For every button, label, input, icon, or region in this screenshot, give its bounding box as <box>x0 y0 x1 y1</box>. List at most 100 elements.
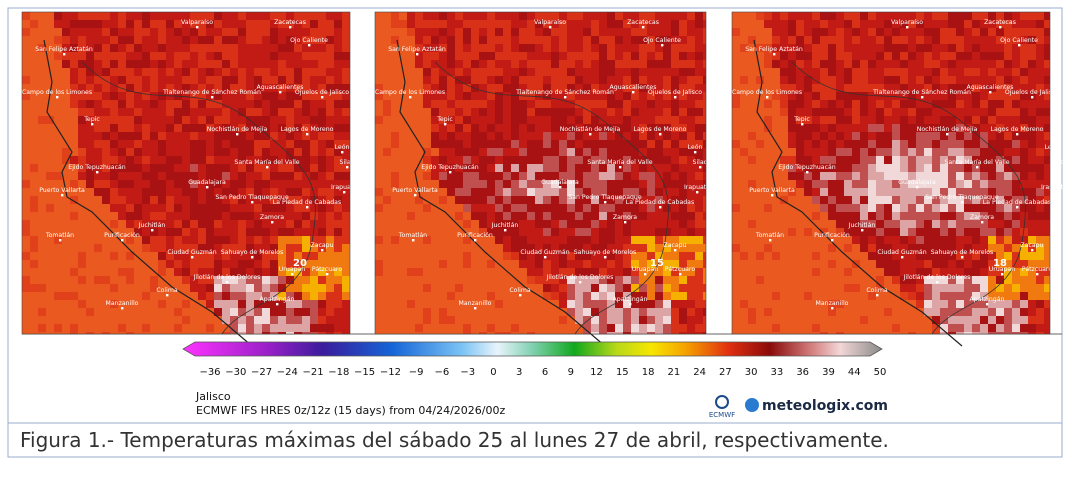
heat-cell <box>54 68 62 76</box>
heat-cell <box>86 292 94 300</box>
heat-cell <box>286 28 294 36</box>
heat-cell <box>860 124 868 132</box>
heat-cell <box>860 260 868 268</box>
heat-cell <box>567 44 575 52</box>
heat-cell <box>647 236 655 244</box>
heat-cell <box>583 292 591 300</box>
heat-cell <box>892 284 900 292</box>
heat-cell <box>302 244 310 252</box>
heat-cell <box>575 308 583 316</box>
heat-cell <box>399 132 407 140</box>
heat-cell <box>407 244 415 252</box>
heat-cell <box>463 172 471 180</box>
heat-cell <box>166 76 174 84</box>
heat-cell <box>262 220 270 228</box>
heat-cell <box>407 300 415 308</box>
heat-cell <box>286 276 294 284</box>
heat-cell <box>748 68 756 76</box>
heat-cell <box>679 220 687 228</box>
heat-cell <box>182 124 190 132</box>
heat-cell <box>876 52 884 60</box>
heat-cell <box>868 244 876 252</box>
heat-cell <box>487 244 495 252</box>
heat-cell <box>383 60 391 68</box>
heat-cell <box>270 276 278 284</box>
heat-cell <box>375 180 383 188</box>
heat-cell <box>294 276 302 284</box>
heat-cell <box>302 292 310 300</box>
heat-cell <box>94 324 102 332</box>
heat-cell <box>748 20 756 28</box>
heat-cell <box>812 188 820 196</box>
heat-cell <box>956 36 964 44</box>
heat-cell <box>996 76 1004 84</box>
heat-cell <box>551 148 559 156</box>
heat-cell <box>30 308 38 316</box>
heat-cell <box>884 260 892 268</box>
heat-cell <box>230 140 238 148</box>
heat-cell <box>206 76 214 84</box>
heat-cell <box>342 36 350 44</box>
heat-cell <box>407 68 415 76</box>
heat-cell <box>78 100 86 108</box>
heat-cell <box>804 260 812 268</box>
heat-cell <box>567 164 575 172</box>
place-label: Juchitlán <box>491 221 519 229</box>
heat-cell <box>102 212 110 220</box>
heat-cell <box>431 252 439 260</box>
heat-cell <box>471 292 479 300</box>
heat-cell <box>884 52 892 60</box>
heat-cell <box>246 236 254 244</box>
heat-cell <box>615 20 623 28</box>
heat-cell <box>804 60 812 68</box>
heat-cell <box>310 20 318 28</box>
heat-cell <box>110 148 118 156</box>
heat-cell <box>836 284 844 292</box>
heat-cell <box>868 76 876 84</box>
heat-cell <box>246 180 254 188</box>
heat-cell <box>575 52 583 60</box>
heat-cell <box>732 12 740 20</box>
heat-cell <box>383 212 391 220</box>
heat-cell <box>190 60 198 68</box>
heat-cell <box>102 28 110 36</box>
heat-cell <box>575 36 583 44</box>
heat-cell <box>980 228 988 236</box>
heat-cell <box>487 252 495 260</box>
heat-cell <box>166 68 174 76</box>
heat-cell <box>455 260 463 268</box>
heat-cell <box>78 324 86 332</box>
heat-cell <box>254 148 262 156</box>
heat-cell <box>174 236 182 244</box>
heat-cell <box>980 60 988 68</box>
heat-cell <box>206 292 214 300</box>
heat-cell <box>38 68 46 76</box>
heat-cell <box>884 100 892 108</box>
heat-cell <box>190 260 198 268</box>
heat-cell <box>222 12 230 20</box>
heat-cell <box>270 44 278 52</box>
heat-cell <box>615 92 623 100</box>
heat-cell <box>190 132 198 140</box>
place-dot <box>346 166 348 168</box>
heat-cell <box>852 124 860 132</box>
heat-cell <box>38 236 46 244</box>
heat-cell <box>1028 148 1036 156</box>
heat-cell <box>342 12 350 20</box>
heat-cell <box>908 108 916 116</box>
heat-cell <box>415 124 423 132</box>
heat-cell <box>916 188 924 196</box>
heat-cell <box>615 228 623 236</box>
heat-cell <box>270 52 278 60</box>
heat-cell <box>102 276 110 284</box>
heat-cell <box>972 180 980 188</box>
heat-cell <box>270 36 278 44</box>
heat-cell <box>599 12 607 20</box>
heat-cell <box>399 244 407 252</box>
heat-cell <box>940 76 948 84</box>
heat-cell <box>150 260 158 268</box>
heat-cell <box>495 284 503 292</box>
heat-cell <box>828 276 836 284</box>
heat-cell <box>38 244 46 252</box>
heat-cell <box>884 148 892 156</box>
